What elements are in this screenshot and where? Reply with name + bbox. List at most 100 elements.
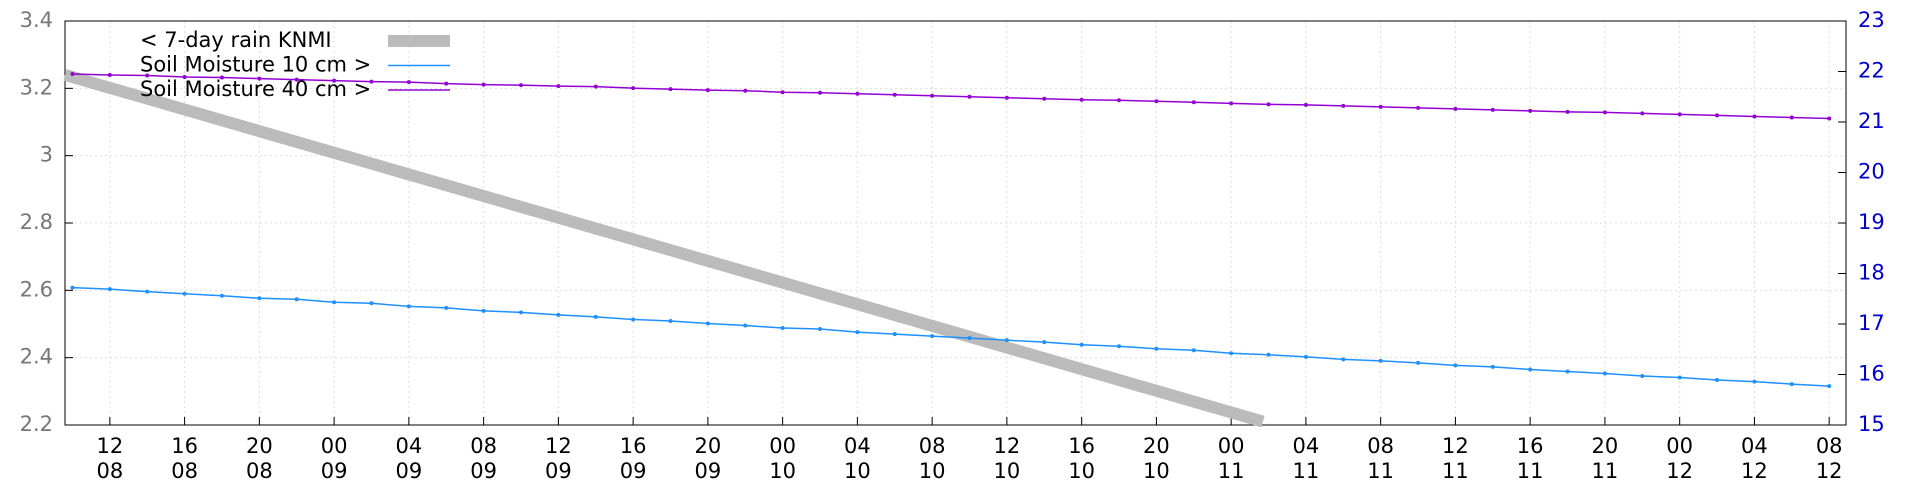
- x-tick-label: 08: [96, 459, 123, 480]
- point: [892, 332, 897, 337]
- point: [145, 289, 150, 294]
- point: [1715, 113, 1720, 118]
- x-tick-label: 08: [246, 459, 273, 480]
- x-tick-label: 20: [695, 434, 722, 458]
- x-tick-label: 12: [1666, 459, 1693, 480]
- point: [967, 336, 972, 341]
- point: [1341, 357, 1346, 362]
- point: [705, 88, 710, 93]
- point: [1042, 96, 1047, 101]
- point: [1565, 369, 1570, 374]
- point: [1602, 371, 1607, 376]
- x-tick-label: 20: [1143, 434, 1170, 458]
- y-tick-label: 2.8: [20, 210, 53, 234]
- point: [593, 84, 598, 89]
- x-tick-label: 09: [695, 459, 722, 480]
- point: [1378, 358, 1383, 363]
- point: [406, 80, 411, 85]
- x-tick-label: 10: [769, 459, 796, 480]
- point: [1303, 102, 1308, 107]
- point: [930, 93, 935, 98]
- y-tick-label: 3.4: [20, 8, 53, 32]
- point: [593, 314, 598, 319]
- point: [145, 73, 150, 78]
- y2-tick-label: 16: [1858, 362, 1885, 386]
- point: [107, 73, 112, 78]
- y-tick-label: 2.2: [20, 412, 53, 436]
- point: [1191, 100, 1196, 105]
- point: [556, 312, 561, 317]
- y2-tick-label: 19: [1858, 210, 1885, 234]
- point: [1677, 375, 1682, 380]
- point: [257, 76, 262, 81]
- point: [182, 75, 187, 80]
- y2-tick-label: 20: [1858, 160, 1885, 184]
- point: [518, 83, 523, 88]
- point: [369, 79, 374, 84]
- point: [1640, 111, 1645, 116]
- legend-label: Soil Moisture 10 cm >: [140, 53, 371, 77]
- x-tick-label: 09: [395, 459, 422, 480]
- point: [1789, 115, 1794, 120]
- x-tick-label: 11: [1218, 459, 1245, 480]
- point: [818, 327, 823, 332]
- point: [481, 82, 486, 87]
- x-tick-label: 11: [1592, 459, 1619, 480]
- x-tick-label: 09: [470, 459, 497, 480]
- legend-label: Soil Moisture 40 cm >: [140, 77, 371, 101]
- x-tick-label: 08: [171, 459, 198, 480]
- point: [1752, 114, 1757, 119]
- x-tick-label: 11: [1517, 459, 1544, 480]
- x-tick-label: 08: [919, 434, 946, 458]
- x-tick-label: 12: [545, 434, 572, 458]
- point: [668, 87, 673, 92]
- y-tick-label: 2.4: [20, 345, 53, 369]
- point: [1303, 354, 1308, 359]
- point: [1490, 364, 1495, 369]
- y-tick-label: 3: [40, 143, 53, 167]
- point: [892, 92, 897, 97]
- point: [1789, 382, 1794, 387]
- x-tick-label: 16: [171, 434, 198, 458]
- point: [406, 304, 411, 309]
- x-tick-label: 09: [545, 459, 572, 480]
- x-tick-label: 10: [1068, 459, 1095, 480]
- point: [1117, 344, 1122, 349]
- point: [219, 293, 224, 298]
- point: [1565, 109, 1570, 114]
- point: [369, 301, 374, 306]
- point: [444, 305, 449, 310]
- plot-frame: [64, 20, 1847, 426]
- point: [930, 334, 935, 339]
- point: [1079, 342, 1084, 347]
- y2-tick-label: 22: [1858, 59, 1885, 83]
- point: [780, 90, 785, 95]
- point: [1191, 348, 1196, 353]
- point: [1229, 351, 1234, 356]
- point: [967, 94, 972, 99]
- x-tick-label: 16: [620, 434, 647, 458]
- y2-tick-label: 15: [1858, 412, 1885, 436]
- y-tick-label: 3.2: [20, 75, 53, 99]
- point: [332, 300, 337, 305]
- point: [1752, 379, 1757, 384]
- point: [182, 291, 187, 296]
- x-tick-label: 10: [919, 459, 946, 480]
- point: [1004, 95, 1009, 100]
- point: [481, 308, 486, 313]
- x-tick-label: 11: [1442, 459, 1469, 480]
- point: [855, 330, 860, 335]
- x-tick-label: 00: [1218, 434, 1245, 458]
- x-tick-label: 09: [321, 459, 348, 480]
- point: [1715, 378, 1720, 383]
- x-tick-label: 09: [620, 459, 647, 480]
- point: [1266, 102, 1271, 107]
- x-tick-label: 12: [1442, 434, 1469, 458]
- point: [257, 296, 262, 301]
- point: [1154, 99, 1159, 104]
- point: [631, 86, 636, 91]
- x-tick-label: 00: [769, 434, 796, 458]
- point: [1416, 360, 1421, 365]
- series-line: [72, 73, 1830, 120]
- point: [70, 72, 75, 77]
